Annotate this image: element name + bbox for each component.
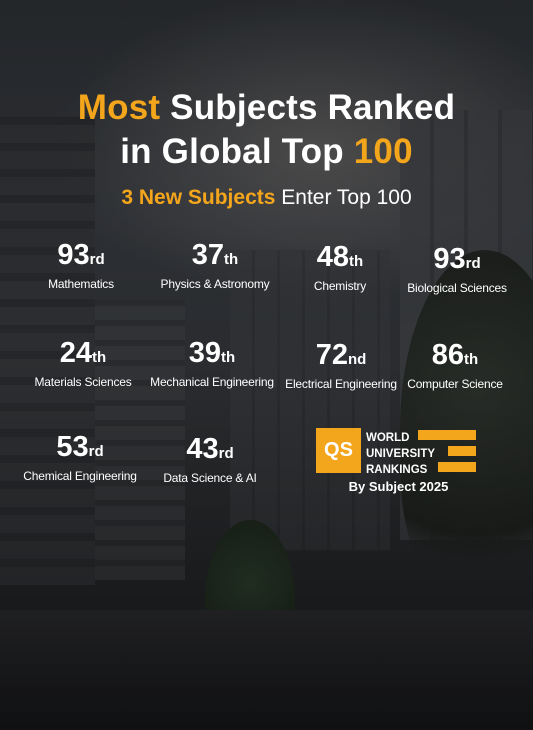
subject-label: Materials Sciences	[34, 375, 132, 389]
rank-suffix: rd	[465, 255, 481, 272]
qs-logo-bar	[418, 430, 476, 440]
subject-label: Mechanical Engineering	[150, 375, 274, 389]
headline-text-1: Subjects Ranked	[160, 88, 456, 127]
qs-logo-byline: By Subject 2025	[348, 479, 449, 494]
headline-text-2: in Global Top	[120, 132, 354, 171]
rank-suffix: th	[224, 251, 239, 268]
qs-logo-wordmark: WORLD UNIVERSITY RANKINGS	[366, 428, 478, 476]
ranking-chemistry: 48th Chemistry	[273, 240, 407, 294]
rank-suffix: th	[349, 253, 364, 270]
rank-number: 39	[188, 337, 222, 369]
subheadline: 3 New Subjects Enter Top 100	[0, 184, 533, 212]
qs-logo-bar	[438, 462, 476, 472]
qs-logo-line-3: RANKINGS	[366, 460, 478, 476]
subject-label: Physics & Astronomy	[160, 277, 270, 291]
ranking-mechanical-engineering: 39th Mechanical Engineering	[145, 336, 279, 390]
ranking-data-science-ai: 43rd Data Science & AI	[143, 432, 277, 486]
rank-number: 43	[186, 433, 219, 465]
qs-rankings-logo: QS WORLD UNIVERSITY RANKINGS By Subject …	[316, 428, 481, 498]
headline-line-2: in Global Top 100	[0, 131, 533, 173]
background-building-left	[0, 115, 95, 585]
subject-label: Electrical Engineering	[285, 377, 397, 391]
subject-label: Chemistry	[313, 279, 367, 293]
rank-number: 86	[431, 339, 465, 371]
headline-accent-most: Most	[77, 88, 161, 127]
ranking-electrical-engineering: 72nd Electrical Engineering	[274, 338, 408, 392]
qs-logo-line-2: UNIVERSITY	[366, 444, 478, 460]
ranking-chemical-engineering: 53rd Chemical Engineering	[13, 430, 147, 484]
subheadline-text: Enter Top 100	[275, 186, 412, 209]
background-building-left-lower	[95, 300, 185, 580]
ranking-biological-sciences: 93rd Biological Sciences	[390, 242, 524, 296]
rank-suffix: th	[92, 349, 107, 366]
qs-logo-bar	[448, 446, 476, 456]
headline-line-1: Most Subjects Ranked	[0, 87, 533, 129]
rank-suffix: th	[221, 349, 236, 366]
rank-number: 48	[316, 241, 350, 273]
rank-number: 53	[56, 431, 89, 463]
subject-label: Chemical Engineering	[23, 469, 137, 483]
subject-label: Computer Science	[407, 377, 503, 391]
rank-number: 37	[191, 239, 225, 271]
background-ground	[0, 610, 533, 730]
qs-logo-text-world: WORLD	[366, 432, 410, 444]
headline-accent-100: 100	[353, 132, 413, 171]
qs-logo-text-university: UNIVERSITY	[366, 448, 436, 460]
ranking-materials-sciences: 24th Materials Sciences	[16, 336, 150, 390]
rank-suffix: th	[464, 351, 479, 368]
rank-suffix: rd	[218, 445, 234, 462]
subject-label: Data Science & AI	[163, 471, 257, 485]
rank-suffix: rd	[89, 251, 105, 268]
rank-suffix: rd	[88, 443, 104, 460]
background-building-center	[230, 250, 390, 550]
ranking-mathematics: 93rd Mathematics	[14, 238, 148, 292]
qs-logo-mark: QS	[316, 428, 361, 473]
subject-label: Biological Sciences	[407, 281, 507, 295]
rank-number: 72	[315, 339, 348, 371]
rank-number: 93	[57, 239, 90, 271]
rank-suffix: nd	[347, 351, 367, 368]
ranking-computer-science: 86th Computer Science	[388, 338, 522, 392]
qs-logo-text-rankings: RANKINGS	[366, 464, 428, 476]
rank-number: 93	[433, 243, 466, 275]
qs-logo-line-1: WORLD	[366, 428, 478, 444]
ranking-physics-astronomy: 37th Physics & Astronomy	[148, 238, 282, 292]
subheadline-accent: 3 New Subjects	[121, 186, 276, 209]
subject-label: Mathematics	[48, 277, 114, 291]
rank-number: 24	[59, 337, 93, 369]
